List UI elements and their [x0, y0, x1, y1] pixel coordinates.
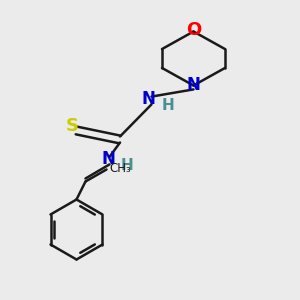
Text: N: N [142, 90, 155, 108]
Text: CH₃: CH₃ [109, 161, 130, 175]
Text: H: H [162, 98, 174, 113]
Text: S: S [65, 117, 79, 135]
Text: N: N [101, 150, 115, 168]
Text: O: O [186, 21, 201, 39]
Text: N: N [187, 76, 200, 94]
Text: H: H [120, 158, 133, 173]
